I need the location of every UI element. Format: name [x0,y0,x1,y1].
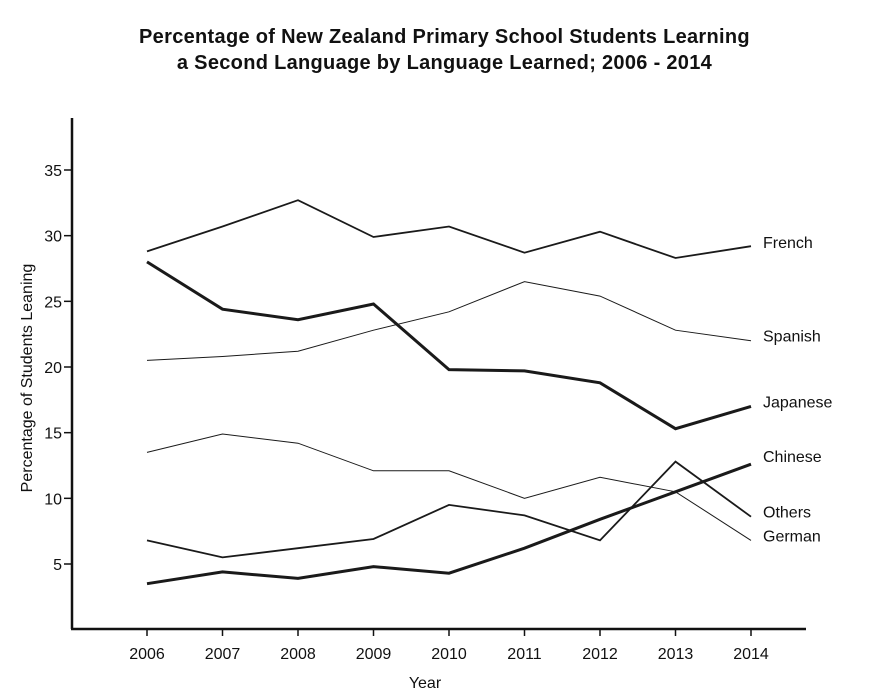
x-tick-label: 2007 [205,646,241,663]
x-tick-label: 2008 [280,646,316,663]
series-line-japanese [146,260,752,431]
series-lines [146,199,752,586]
x-tick-label: 2011 [507,646,542,663]
x-tick-label: 2013 [658,646,694,663]
x-tick-label: 2012 [582,646,618,663]
series-labels: French Spanish Japanese Chinese Others German [763,235,832,545]
series-line-spanish [146,281,752,361]
chart-title-line-1: Percentage of New Zealand Primary School… [139,26,750,48]
y-tick-label: 25 [44,294,62,311]
x-tick-label: 2006 [129,646,165,663]
series-label-german: German [763,528,821,545]
y-tick-label: 10 [44,491,62,508]
series-label-japanese: Japanese [763,394,832,411]
series-line-german [146,433,752,541]
x-axis-ticks: 2006 2007 2008 2009 2010 2011 2012 2013 2014 [129,629,769,663]
series-label-spanish: Spanish [763,329,821,346]
series-label-french: French [763,235,813,252]
x-tick-label: 2010 [431,646,467,663]
series-label-chinese: Chinese [763,449,822,466]
series-line-french [146,199,752,259]
x-axis-label: Year [409,675,442,692]
series-line-chinese [146,462,752,586]
y-tick-label: 15 [44,426,62,443]
x-tick-label: 2014 [733,646,769,663]
y-axis-label: Percentage of Students Leaning [19,264,36,493]
axes [70,118,806,631]
series-label-others: Others [763,505,811,522]
series-line-others [146,460,752,559]
chart-title-line-2: a Second Language by Language Learned; 2… [176,52,713,74]
y-tick-label: 20 [44,360,62,377]
y-tick-label: 35 [44,163,62,180]
x-tick-label: 2009 [356,646,392,663]
y-tick-label: 5 [53,557,62,574]
y-tick-label: 30 [44,229,62,246]
y-axis-ticks: 5 10 15 20 25 30 35 [44,163,72,574]
